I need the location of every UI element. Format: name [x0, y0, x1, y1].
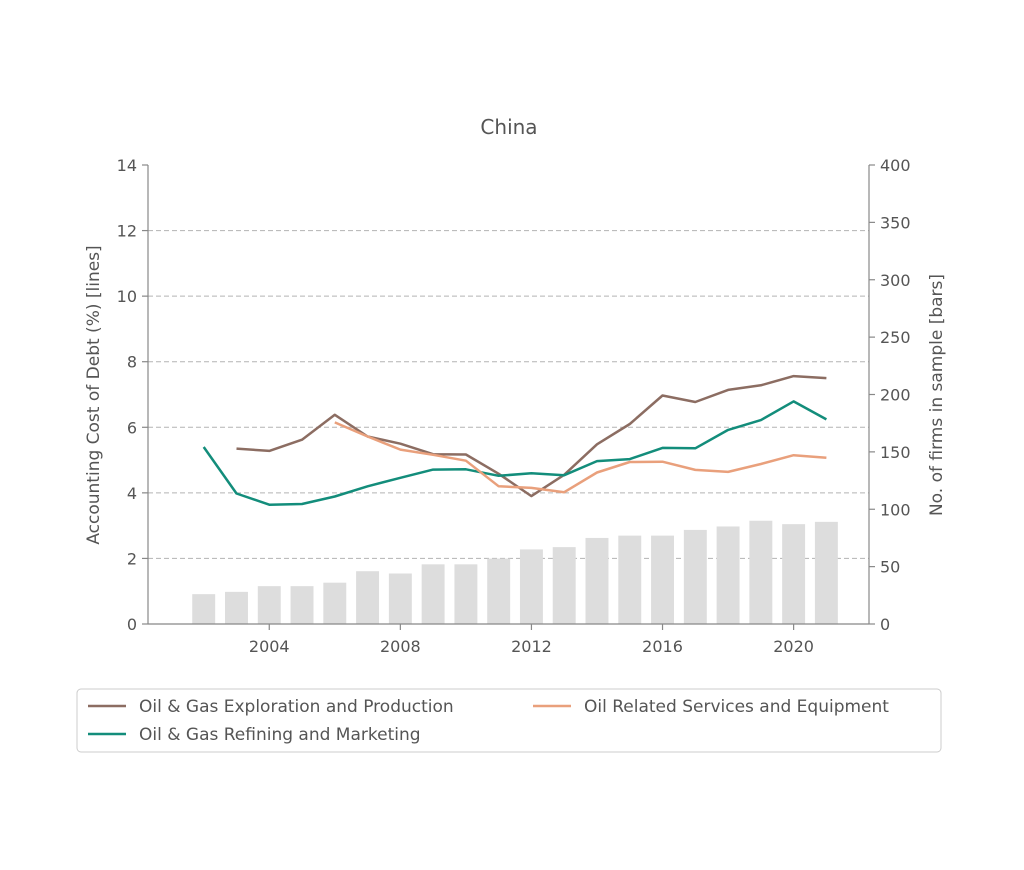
legend: Oil & Gas Exploration and Production Oil …: [76, 688, 942, 753]
y-tick-label-1: 2: [127, 549, 137, 568]
bars: [192, 520, 838, 624]
chart-title: China: [480, 115, 537, 139]
legend-frame: [76, 688, 942, 753]
y2-tick-label-1: 50: [880, 558, 900, 577]
bar-2005: [290, 586, 314, 624]
bar-2017: [683, 529, 707, 624]
bar-2008: [388, 573, 412, 624]
series-line-2: [334, 421, 827, 494]
axes: 0 2 4 6 8 10 12 14 0 50 100 150 200 250 300 350 400 2004 2…: [117, 156, 911, 656]
bar-2009: [421, 564, 445, 624]
x-tick-label-2: 2012: [511, 637, 552, 656]
grid: [148, 230, 869, 559]
bar-2002: [192, 594, 216, 624]
bar-2012: [519, 549, 543, 624]
y2-tick-label-6: 300: [880, 271, 911, 290]
y2-tick-label-3: 150: [880, 443, 911, 462]
bar-2013: [552, 547, 576, 624]
bar-2006: [323, 582, 347, 624]
y2-tick-label-7: 350: [880, 213, 911, 232]
bar-2014: [585, 537, 609, 624]
bar-2016: [651, 535, 675, 624]
bar-2003: [225, 591, 248, 624]
y-tick-label-6: 12: [117, 222, 137, 241]
bar-2020: [782, 524, 806, 624]
y2-axis-title: No. of firms in sample [bars]: [927, 274, 947, 516]
x-tick-label-1: 2008: [380, 637, 421, 656]
bar-2021: [814, 521, 838, 624]
bar-2010: [454, 564, 478, 624]
y-tick-label-3: 6: [127, 418, 137, 437]
bar-2018: [716, 526, 740, 624]
bar-2015: [618, 535, 642, 624]
y2-tick-label-2: 100: [880, 500, 911, 519]
y-tick-label-2: 4: [127, 484, 137, 503]
series-lines: [202, 374, 828, 506]
legend-label-0: Oil & Gas Exploration and Production: [139, 697, 454, 717]
y-axis-title: Accounting Cost of Debt (%) [lines]: [84, 245, 104, 544]
y2-tick-label-0: 0: [880, 615, 890, 634]
bar-2019: [749, 520, 773, 624]
x-tick-label-4: 2020: [773, 637, 814, 656]
bar-2007: [356, 571, 380, 624]
x-tick-label-3: 2016: [642, 637, 683, 656]
series-line-1: [202, 400, 828, 506]
y2-tick-label-8: 400: [880, 156, 911, 175]
legend-label-2: Oil Related Services and Equipment: [584, 697, 889, 717]
y-tick-label-0: 0: [127, 615, 137, 634]
bar-2011: [487, 558, 511, 624]
x-tick-label-0: 2004: [249, 637, 290, 656]
y-tick-label-4: 8: [127, 353, 137, 372]
series-line-0: [236, 374, 827, 498]
y-tick-label-5: 10: [117, 287, 137, 306]
bar-2004: [257, 586, 281, 624]
y2-tick-label-4: 200: [880, 386, 911, 405]
y2-tick-label-5: 250: [880, 328, 911, 347]
y-tick-label-7: 14: [117, 156, 137, 175]
legend-label-1: Oil & Gas Refining and Marketing: [139, 725, 421, 745]
